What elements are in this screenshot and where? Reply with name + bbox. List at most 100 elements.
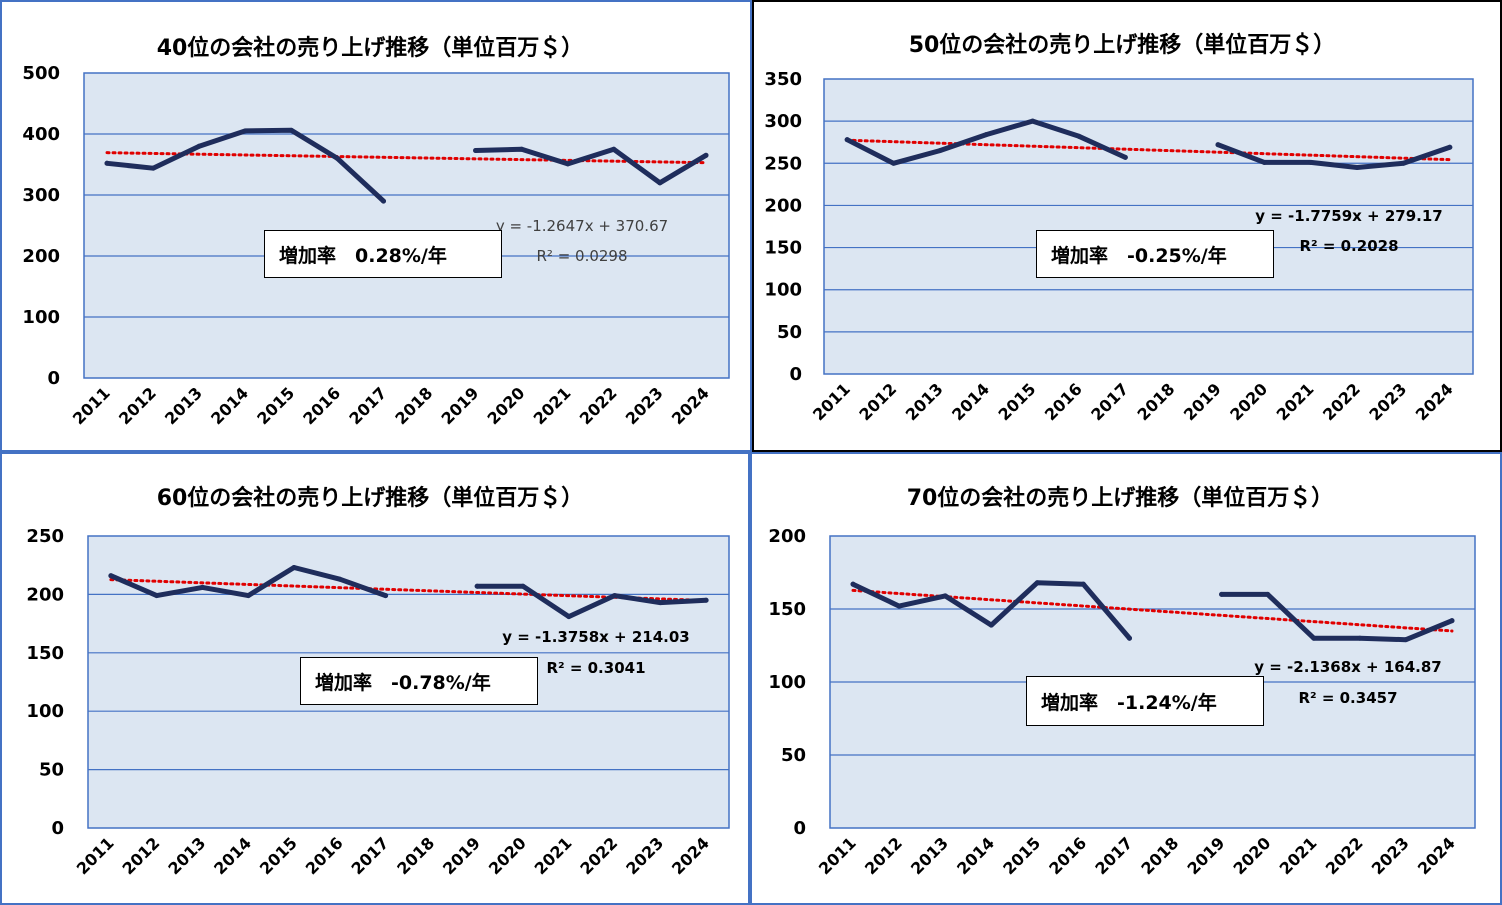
- data-point: [199, 584, 205, 590]
- trendline-r2: R² = 0.3457: [1298, 689, 1397, 707]
- x-tick-label: 2022: [576, 383, 621, 428]
- plot-area: [83, 72, 730, 379]
- data-point: [611, 146, 617, 152]
- x-tick-label: 2023: [1368, 833, 1413, 878]
- chart-title: 60位の会社の売り上げ推移（単位百万＄）: [157, 485, 584, 511]
- x-tick-label: 2012: [119, 833, 164, 878]
- data-point: [1311, 635, 1317, 641]
- data-point: [150, 165, 156, 171]
- data-point: [891, 160, 897, 166]
- data-point: [520, 583, 526, 589]
- series-line: [474, 583, 709, 620]
- trendline: [105, 151, 708, 165]
- plot-area: [823, 78, 1474, 375]
- trendline-equation: y = -1.2647x + 370.67: [496, 217, 668, 235]
- y-tick-label: 100: [22, 307, 60, 328]
- x-tick-label: 2017: [345, 383, 390, 428]
- x-tick-label: 2022: [1319, 379, 1364, 424]
- x-tick-label: 2020: [484, 383, 529, 428]
- y-tick-label: 350: [764, 69, 802, 90]
- data-point: [154, 593, 160, 599]
- x-tick-label: 2024: [1412, 379, 1457, 424]
- data-point: [337, 576, 343, 582]
- x-tick-label: 2011: [809, 379, 854, 424]
- growth-rate-box: 増加率 -1.24%/年: [1026, 676, 1264, 726]
- data-point: [850, 581, 856, 587]
- data-point: [196, 143, 202, 149]
- y-tick-label: 150: [768, 599, 806, 620]
- x-tick-label: 2017: [1091, 833, 1136, 878]
- y-tick-label: 0: [51, 818, 64, 839]
- x-tick-label: 2021: [530, 383, 575, 428]
- x-tick-label: 2024: [668, 833, 713, 878]
- data-point: [1403, 637, 1409, 643]
- trendline: [845, 138, 1452, 162]
- data-point: [1308, 159, 1314, 165]
- data-point: [1357, 635, 1363, 641]
- data-point: [1080, 581, 1086, 587]
- trendline-equation: y = -1.7759x + 279.17: [1255, 207, 1442, 225]
- x-tick-label: 2020: [485, 833, 530, 878]
- chart-svg-40th: 40位の会社の売り上げ推移（単位百万＄） 0 100 200 300 400 500 2011…: [22, 35, 730, 428]
- x-tick-label: 2016: [1041, 379, 1086, 424]
- x-tick-label: 2018: [393, 833, 438, 878]
- x-tick-label: 2016: [299, 383, 344, 428]
- data-point: [703, 597, 709, 603]
- x-tick-label: 2020: [1226, 379, 1271, 424]
- chart-title: 40位の会社の売り上げ推移（単位百万＄）: [157, 35, 584, 61]
- data-point: [983, 132, 989, 138]
- trendline-r2: R² = 0.2028: [1299, 237, 1398, 255]
- y-tick-label: 100: [764, 280, 802, 301]
- x-tick-label: 2018: [1134, 379, 1179, 424]
- trendline-r2: R² = 0.0298: [536, 247, 627, 265]
- x-tick-label: 2015: [256, 833, 301, 878]
- trendline: [851, 588, 1454, 633]
- x-tick-label: 2014: [210, 833, 255, 878]
- x-tick-label: 2021: [1273, 379, 1318, 424]
- x-tick-label: 2019: [438, 383, 483, 428]
- x-tick-label: 2014: [948, 379, 993, 424]
- chart-panel-70th: 70位の会社の売り上げ推移（単位百万＄） 0 50 100 150 200 2011 2012…: [750, 452, 1502, 905]
- x-tick-label: 2021: [1276, 833, 1321, 878]
- data-point: [565, 161, 571, 167]
- data-point: [1219, 591, 1225, 597]
- x-tick-label: 2023: [622, 383, 667, 428]
- y-tick-label: 300: [764, 111, 802, 132]
- x-tick-label: 2015: [253, 383, 298, 428]
- y-tick-label: 300: [22, 185, 60, 206]
- data-point: [473, 147, 479, 153]
- x-tick-label: 2022: [576, 833, 621, 878]
- data-point: [108, 573, 114, 579]
- data-point: [291, 565, 297, 571]
- data-point: [383, 593, 389, 599]
- y-tick-label: 200: [22, 246, 60, 267]
- data-point: [1030, 118, 1036, 124]
- y-tick-label: 200: [26, 584, 64, 605]
- chart-title: 50位の会社の売り上げ推移（単位百万＄）: [909, 32, 1336, 58]
- x-tick-label: 2015: [995, 379, 1040, 424]
- x-tick-label: 2021: [531, 833, 576, 878]
- y-tick-label: 150: [26, 643, 64, 664]
- x-tick-label: 2011: [815, 833, 860, 878]
- chart-title: 70位の会社の売り上げ推移（単位百万＄）: [907, 485, 1334, 511]
- data-point: [844, 137, 850, 143]
- x-tick-label: 2020: [1230, 833, 1275, 878]
- chart-svg-50th: 50位の会社の売り上げ推移（単位百万＄） 0 50 100 150 200 250 300 35…: [764, 32, 1474, 424]
- x-tick-label: 2017: [348, 833, 393, 878]
- y-tick-label: 100: [26, 701, 64, 722]
- data-point: [474, 583, 480, 589]
- chart-panel-40th: 40位の会社の売り上げ推移（単位百万＄） 0 100 200 300 400 500 2011…: [0, 0, 752, 452]
- x-tick-label: 2011: [73, 833, 118, 878]
- data-point: [1076, 133, 1082, 139]
- x-tick-label: 2019: [439, 833, 484, 878]
- x-tick-label: 2016: [302, 833, 347, 878]
- data-point: [242, 128, 248, 134]
- data-point: [380, 198, 386, 204]
- y-tick-label: 250: [26, 526, 64, 547]
- data-point: [1126, 635, 1132, 641]
- x-tick-label: 2012: [115, 383, 160, 428]
- trendline-r2: R² = 0.3041: [546, 659, 645, 677]
- data-point: [104, 160, 110, 166]
- series-line: [1215, 142, 1453, 170]
